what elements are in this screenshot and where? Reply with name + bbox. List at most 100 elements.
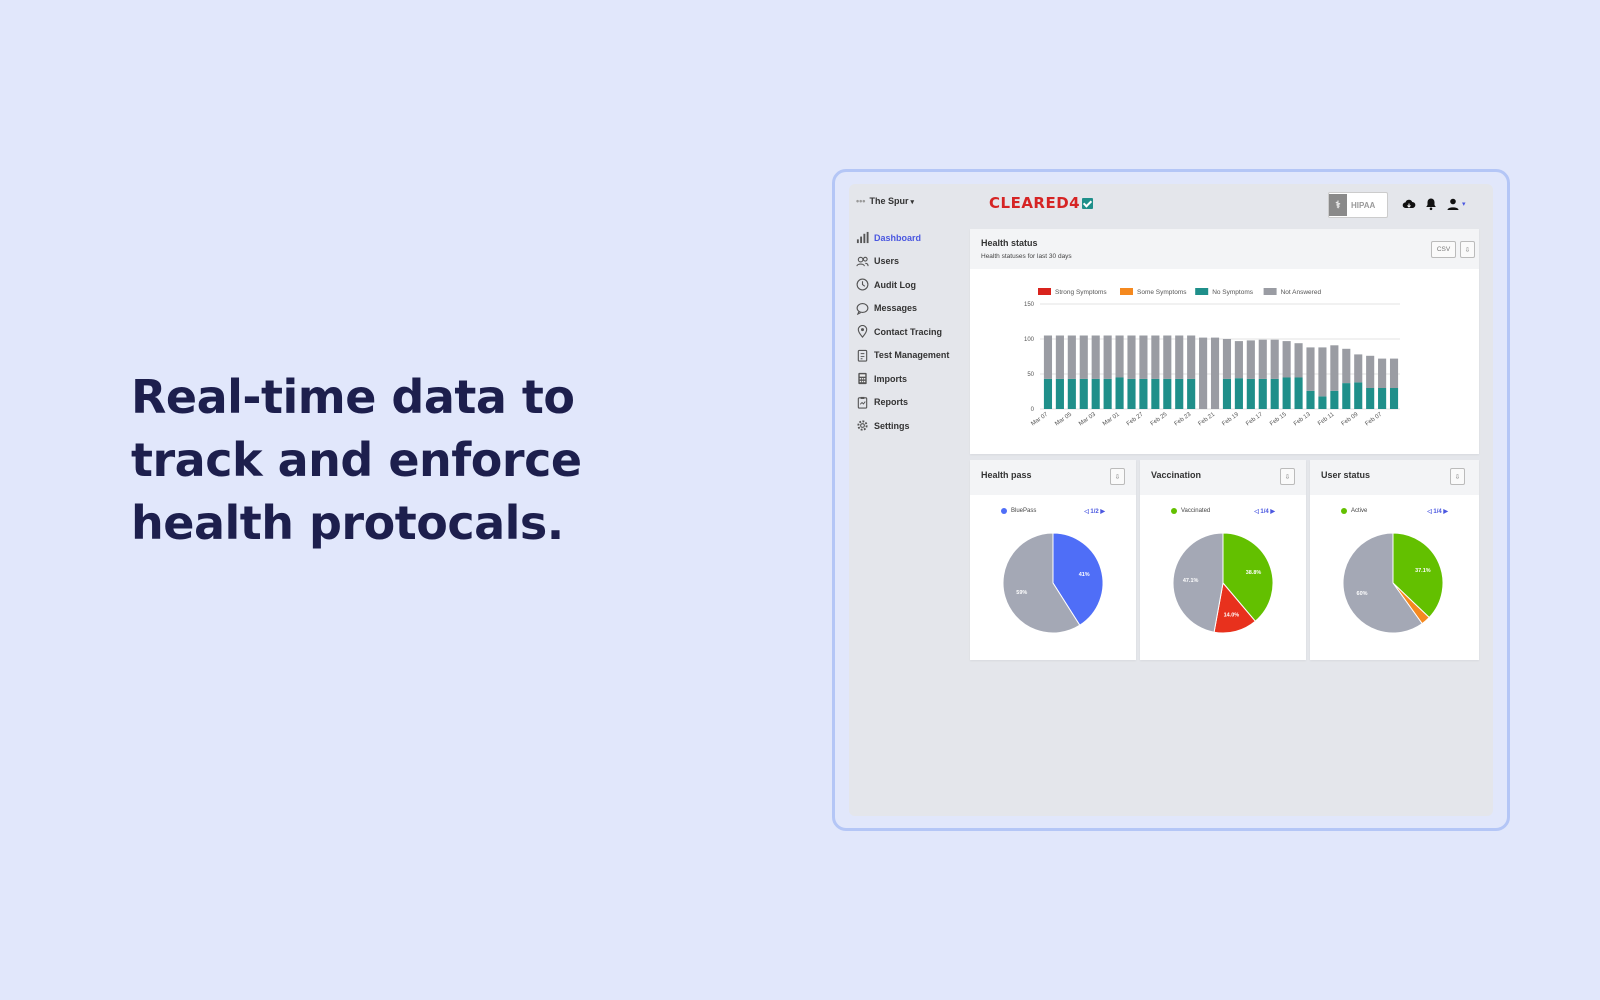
download-button[interactable]: ⇩ [1110, 468, 1125, 485]
health-pass-pie: 41% 59% [1002, 532, 1104, 634]
card-title: Health pass [981, 470, 1032, 480]
sidebar-item-audit-log[interactable]: Audit Log [856, 273, 966, 297]
legend-pager[interactable]: ◁ 1/4 ▶ [1254, 509, 1275, 515]
bar-segment [1210, 337, 1220, 409]
download-button[interactable]: ⇩ [1450, 468, 1465, 485]
bar-segment [1163, 378, 1172, 409]
bar-segment [1258, 339, 1267, 379]
sidebar-item-users[interactable]: Users [856, 250, 966, 274]
bar-segment [1234, 378, 1243, 409]
bar-segment [1222, 378, 1232, 409]
sidebar-item-label: Users [874, 256, 900, 267]
health-status-chart: Strong Symptoms Some Symptoms No Symptoms N… [1024, 288, 1400, 427]
bar-segment [1342, 348, 1351, 384]
bar-chart-icon [856, 232, 869, 244]
legend-label: Strong Symptoms [1055, 289, 1107, 296]
sidebar-item-settings[interactable]: Settings [856, 414, 966, 438]
card-title: Vaccination [1151, 470, 1202, 480]
legend-label: Active [1351, 508, 1368, 514]
sidebar-item-imports[interactable]: Imports [856, 367, 966, 391]
x-tick-label: Feb 17 [1245, 411, 1264, 427]
bar-segment [1306, 390, 1315, 409]
x-tick-label: Feb 21 [1197, 411, 1216, 427]
bar-segment [1079, 378, 1088, 409]
gear-icon [857, 420, 868, 431]
cleared4-logo[interactable]: CLEARED4 [989, 194, 1094, 212]
sidebar-item-test-management[interactable]: Test Management [856, 344, 966, 368]
bar-segment [1187, 335, 1196, 379]
legend-label: Some Symptoms [1137, 289, 1187, 296]
sidebar-item-reports[interactable]: Reports [856, 391, 966, 415]
y-tick-label: 0 [1031, 407, 1035, 413]
vaccination-pie: 38.8% 14.0% 47.1% [1172, 532, 1274, 634]
legend-pager[interactable]: ◁ 1/4 ▶ [1427, 509, 1448, 515]
bar-segment [1234, 341, 1243, 379]
bar-segment [1175, 378, 1184, 409]
pie-slice [1172, 532, 1224, 633]
sidebar-item-messages[interactable]: Messages [856, 297, 966, 321]
bar-segment [1366, 388, 1375, 409]
sidebar-item-label: Contact Tracing [874, 326, 943, 337]
bar-segment [1270, 378, 1279, 409]
dashboard-app: ••• The Spur ▾ Dashboard Users Audit Log M… [849, 184, 1493, 816]
org-switcher[interactable]: ••• The Spur ▾ [856, 196, 914, 206]
bar-segment [1151, 378, 1160, 409]
bell-icon[interactable] [1424, 197, 1438, 211]
pie-slice [1392, 532, 1444, 619]
bar-segment [1270, 339, 1279, 379]
legend-swatch [1341, 508, 1347, 514]
logo-check-icon [1082, 197, 1094, 209]
pie-data-label: 38.8% [1246, 570, 1262, 576]
legend-swatch [1120, 288, 1133, 295]
card-header: Vaccination ⇩ [1140, 460, 1306, 495]
clock-icon [856, 278, 869, 291]
bar-segment [1222, 339, 1232, 379]
sidebar-nav: Dashboard Users Audit Log Messages Conta… [856, 226, 966, 438]
health-status-card: Health status Health statuses for last 3… [970, 229, 1479, 454]
location-pin-icon [857, 325, 868, 339]
download-button[interactable]: ⇩ [1460, 241, 1475, 258]
top-bar-icons: ▾ [1402, 197, 1466, 211]
card-subtitle: Health statuses for last 30 days [981, 253, 1072, 260]
x-tick-label: Mar 03 [1078, 411, 1097, 427]
sidebar-item-contact-tracing[interactable]: Contact Tracing [856, 320, 966, 344]
sidebar-item-dashboard[interactable]: Dashboard [856, 226, 966, 250]
sidebar-item-label: Test Management [874, 350, 950, 361]
x-tick-label: Feb 25 [1150, 411, 1169, 427]
user-status-pie: 37.1% 60% [1342, 532, 1444, 634]
bar-segment [1330, 390, 1339, 409]
sidebar-item-label: Dashboard [874, 232, 922, 243]
bar-segment [1115, 335, 1124, 378]
bar-segment [1091, 378, 1100, 409]
chevron-down-icon[interactable]: ▾ [1462, 201, 1466, 208]
x-tick-label: Feb 07 [1364, 411, 1383, 427]
bar-segment [1091, 335, 1100, 379]
bar-segment [1294, 343, 1303, 378]
pie-legend: Active [1341, 508, 1367, 514]
user-icon[interactable] [1446, 197, 1460, 211]
pie-data-label: 37.1% [1415, 568, 1431, 574]
bar-segment [1127, 378, 1136, 409]
x-tick-label: Mar 01 [1102, 411, 1121, 427]
hipaa-badge: ⚕ HIPAA [1328, 192, 1388, 218]
bar-segment [1258, 378, 1267, 409]
pie-data-label: 47.1% [1183, 578, 1199, 584]
x-tick-label: Feb 09 [1341, 411, 1360, 427]
bar-segment [1175, 335, 1184, 379]
card-header: User status ⇩ [1310, 460, 1479, 495]
csv-button[interactable]: CSV [1431, 241, 1456, 258]
user-status-card: User status ⇩ Active ◁ 1/4 ▶ 37.1% 60% [1310, 460, 1479, 660]
pie-slice [1342, 532, 1423, 634]
bar-segment [1354, 382, 1363, 409]
legend-pager[interactable]: ◁ 1/2 ▶ [1084, 509, 1105, 515]
pie-data-label: 60% [1357, 591, 1368, 597]
cloud-icon[interactable] [1402, 197, 1416, 211]
bar-segment [1282, 377, 1291, 409]
y-tick-label: 50 [1027, 372, 1034, 378]
x-tick-label: Feb 11 [1317, 411, 1336, 427]
download-button[interactable]: ⇩ [1280, 468, 1295, 485]
pie-data-label: 14.0% [1224, 612, 1240, 618]
headline: Real-time data to track and enforce heal… [131, 370, 582, 550]
bar-segment [1103, 378, 1112, 409]
pie-legend: Vaccinated [1171, 508, 1210, 514]
